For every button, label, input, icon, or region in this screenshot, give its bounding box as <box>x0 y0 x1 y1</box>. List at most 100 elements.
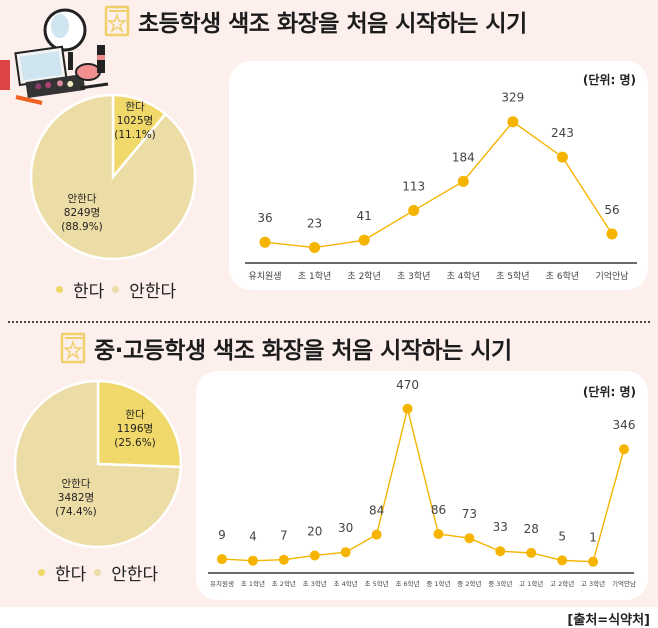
data-label: 41 <box>357 209 372 223</box>
data-label: 20 <box>307 524 322 538</box>
data-label: 5 <box>558 529 566 543</box>
data-label: 4 <box>249 530 257 544</box>
pie-chart-svg <box>29 93 197 261</box>
pie-chart-elementary: 한다 1025명 (11.1%) 안한다 8249명 (88.9%) <box>28 92 198 266</box>
section-divider <box>8 321 650 323</box>
pie-chart-secondary: 한다 1196명 (25.6%) 안한다 3482명 (74.4%) <box>12 378 184 554</box>
pie-legend-secondary: 한다 안한다 <box>30 560 158 585</box>
data-label: 346 <box>613 418 636 432</box>
section-title-text: 초등학생 색조 화장을 처음 시작하는 시기 <box>138 11 527 37</box>
pie-slice-no <box>29 93 197 261</box>
x-tick-label: 중 3학년 <box>488 579 512 588</box>
data-label: 1 <box>589 531 597 545</box>
makeup-illustration <box>0 8 109 105</box>
unit-label: (단위: 명) <box>582 73 636 87</box>
pencil-icon <box>15 95 43 105</box>
x-tick-label: 초 6학년 <box>395 579 419 588</box>
pie-chart-svg <box>13 379 183 549</box>
x-tick-label: 초 2학년 <box>347 271 380 282</box>
data-label: 7 <box>280 529 288 543</box>
data-point <box>495 546 506 557</box>
source-credit: [출처=식약처] <box>567 613 650 628</box>
data-point <box>526 547 537 558</box>
line-chart-secondary: 9 4 7 20 30 84 470 86 73 33 28 5 1 346 유치원생 초 1학년 초 2학년 초… <box>208 378 636 588</box>
data-point <box>507 116 519 128</box>
data-point <box>606 228 618 240</box>
legend-label-no: 안한다 <box>111 565 159 585</box>
data-point <box>259 236 271 248</box>
data-point <box>557 555 568 566</box>
pie-label-no: 안한다 3482명 (74.4%) <box>48 477 104 519</box>
x-tick-label: 초 4학년 <box>334 579 358 588</box>
x-tick-label: 초 3학년 <box>397 271 430 282</box>
data-point <box>556 151 568 163</box>
legend-label-yes: 한다 <box>55 565 87 585</box>
x-tick-label: 고 2학년 <box>550 579 574 588</box>
line-chart-elementary: 36 23 41 113 184 329 243 56 유치원생 초 1학년 초 2학년 초 3학년 초… <box>245 91 637 282</box>
x-tick-label: 기억안남 <box>612 579 636 588</box>
data-label: 30 <box>338 521 353 535</box>
legend-label-yes: 한다 <box>73 282 105 302</box>
data-label: 73 <box>462 507 477 521</box>
star-book-icon <box>104 5 130 37</box>
x-tick-label: 고 3학년 <box>581 579 605 588</box>
x-tick-label: 초 5학년 <box>365 579 389 588</box>
pie-label-yes-name: 한다 <box>125 409 145 421</box>
data-label: 84 <box>369 504 384 518</box>
pie-label-no-pct: (88.9%) <box>61 221 103 233</box>
x-tick-label: 초 1학년 <box>241 579 265 588</box>
pie-label-no-count: 3482명 <box>57 492 95 504</box>
data-point <box>464 533 475 544</box>
line-chart-panel-secondary: (단위: 명) 9 4 7 20 30 84 470 86 73 33 28 5 1 346 유치원생 초 1… <box>196 371 648 600</box>
pie-label-no-name: 안한다 <box>67 193 97 205</box>
data-label: 86 <box>431 503 446 517</box>
pie-label-yes-pct: (11.1%) <box>114 129 156 141</box>
pie-label-yes-count: 1025명 <box>116 115 154 127</box>
data-point <box>247 555 258 566</box>
data-point <box>588 556 599 567</box>
pie-label-yes-count: 1196명 <box>116 423 154 435</box>
pie-label-no-count: 8249명 <box>63 207 101 219</box>
data-label: 470 <box>396 378 419 392</box>
data-point <box>402 403 413 414</box>
pie-legend-elementary: 한다 안한다 <box>48 277 176 302</box>
x-tick-label: 초 6학년 <box>546 271 579 282</box>
section-title-elementary: 초등학생 색조 화장을 처음 시작하는 시기 <box>104 4 527 38</box>
line-chart-panel-elementary: (단위: 명) 36 23 41 113 184 329 243 56 유치원생 초 1학년 초 2… <box>229 61 648 290</box>
x-tick-label: 초 5학년 <box>496 271 529 282</box>
x-tick-label: 고 1학년 <box>519 579 543 588</box>
pie-slice-no <box>13 379 183 549</box>
data-point <box>457 175 469 187</box>
pie-label-yes: 한다 1025명 (11.1%) <box>110 100 160 142</box>
section-title-text: 중·고등학생 색조 화장을 처음 시작하는 시기 <box>94 338 512 364</box>
data-label: 36 <box>257 211 272 225</box>
blush-icon <box>75 63 101 81</box>
x-tick-label: 중 1학년 <box>426 579 450 588</box>
legend-dot-yes-icon <box>56 286 63 293</box>
data-point <box>371 529 382 540</box>
pie-label-yes-pct: (25.6%) <box>114 437 156 449</box>
x-tick-label: 초 2학년 <box>272 579 296 588</box>
data-label: 56 <box>604 203 619 217</box>
data-label: 33 <box>493 520 508 534</box>
data-point <box>358 234 370 246</box>
data-point <box>309 242 321 254</box>
data-point <box>619 444 629 455</box>
legend-label-no: 안한다 <box>129 282 177 302</box>
data-point <box>309 550 320 561</box>
pie-slice-yes <box>96 379 183 469</box>
x-tick-label: 유치원생 <box>210 579 234 588</box>
x-tick-label: 초 4학년 <box>447 271 480 282</box>
brush-icon <box>79 82 109 90</box>
x-tick-label: 기억안남 <box>595 270 628 282</box>
section-title-secondary: 중·고등학생 색조 화장을 처음 시작하는 시기 <box>60 331 512 365</box>
x-tick-label: 초 3학년 <box>303 579 327 588</box>
unit-label: (단위: 명) <box>582 385 636 399</box>
data-label: 9 <box>218 528 226 542</box>
x-tick-label: 초 1학년 <box>298 271 331 282</box>
x-tick-label: 유치원생 <box>248 270 281 282</box>
data-point <box>217 554 227 565</box>
x-tick-label: 중 2학년 <box>457 579 481 588</box>
legend-dot-no-icon <box>94 569 102 576</box>
data-point <box>408 205 420 217</box>
